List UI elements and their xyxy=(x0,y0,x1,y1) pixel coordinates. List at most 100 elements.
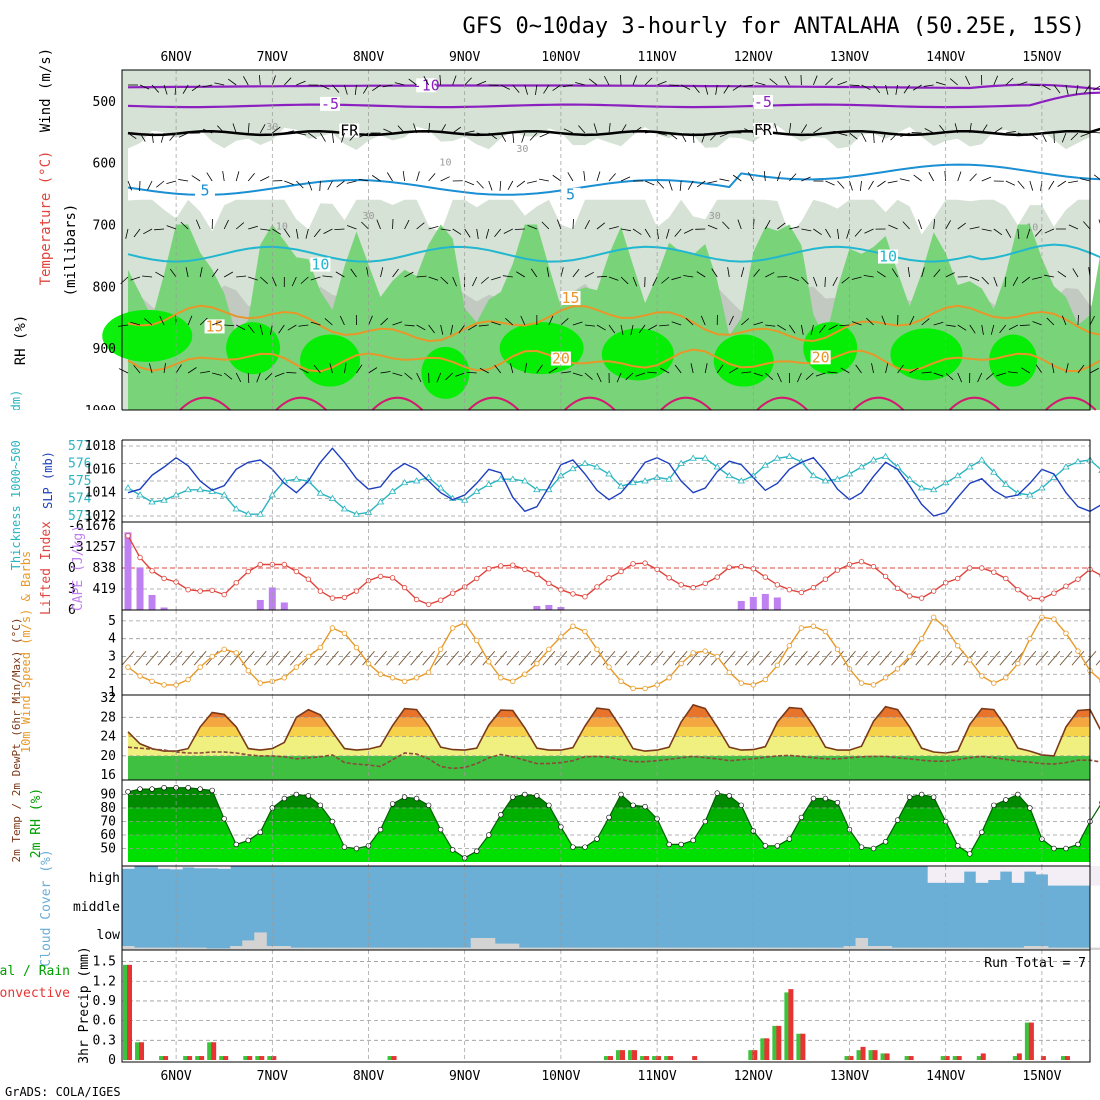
wind-barb xyxy=(319,180,321,192)
total-precip-bar xyxy=(616,1050,623,1060)
wind-speed-point xyxy=(437,646,444,653)
wind-speed-point xyxy=(810,623,817,629)
wind-speed-point xyxy=(149,678,155,685)
wind-speed-point xyxy=(786,643,793,649)
wind-barb xyxy=(909,367,919,374)
lifted-index-point xyxy=(870,563,877,570)
wind-speed-point xyxy=(510,678,516,685)
temp-tick: 24 xyxy=(100,730,116,745)
wind-barb xyxy=(909,315,915,326)
wind-barb xyxy=(885,363,889,374)
wind-barb xyxy=(933,269,941,278)
total-precip-bar xyxy=(664,1056,671,1060)
lifted-index-point xyxy=(666,575,672,581)
wind-barb xyxy=(827,371,838,374)
rh-point xyxy=(281,795,288,802)
x-tick-label-bottom: 15NOV xyxy=(1022,1069,1061,1084)
lifted-index-point xyxy=(546,580,552,587)
wind-barb xyxy=(392,321,403,326)
convective-precip-bar xyxy=(620,1050,626,1060)
wind-barb xyxy=(638,324,646,334)
wind-barb xyxy=(264,372,273,381)
high-cloud-bar xyxy=(951,866,965,883)
rh-point xyxy=(582,844,588,850)
wind-barb xyxy=(440,124,447,134)
total-precip-bar xyxy=(1024,1022,1031,1060)
wind-barb xyxy=(614,650,628,666)
wind-speed-point xyxy=(606,664,612,670)
rh-point xyxy=(221,816,227,822)
temp-contour-25 xyxy=(564,396,616,411)
contour-label: 30 xyxy=(362,211,374,222)
rh-saturated-blob xyxy=(890,328,963,381)
thickness-point xyxy=(978,456,986,463)
wind-barb xyxy=(680,132,687,142)
wind-barb xyxy=(259,124,266,134)
wind-barb xyxy=(758,650,772,666)
convective-precip-bar xyxy=(608,1056,613,1060)
thickness-point xyxy=(737,477,745,484)
lifted-index-point xyxy=(221,591,227,598)
lifted-index-point xyxy=(762,574,769,580)
rh-band xyxy=(128,787,1090,808)
wind-barb xyxy=(265,650,279,666)
wind-barb xyxy=(763,171,766,182)
li-tick: 6 xyxy=(68,603,76,618)
wind-barb xyxy=(684,228,694,234)
rh-point xyxy=(498,812,504,818)
wind-barb xyxy=(575,82,586,86)
temp-band xyxy=(128,704,1090,718)
wind-barb xyxy=(662,650,676,666)
low-cloud-bar xyxy=(590,947,604,950)
wind-barb xyxy=(494,228,502,238)
wind-barb xyxy=(1029,84,1040,87)
cape-tick: 1676 xyxy=(85,519,116,534)
wind-barb xyxy=(727,267,730,278)
thickness-point xyxy=(929,485,938,493)
rh-point xyxy=(894,817,901,823)
wind-speed-line xyxy=(127,616,1100,690)
wind-speed-point xyxy=(930,614,937,621)
wind-barb xyxy=(877,180,886,188)
wind-speed-point xyxy=(955,643,961,649)
wind-barb xyxy=(428,276,439,281)
cape-bar xyxy=(773,597,781,610)
wind-barb xyxy=(358,178,369,182)
low-cloud-bar xyxy=(326,947,339,950)
wind-barb xyxy=(206,172,213,182)
wind-barb xyxy=(1034,228,1043,237)
low-cloud-bar xyxy=(675,947,688,950)
convective-precip-bar xyxy=(1016,1053,1022,1060)
wind-barb xyxy=(1070,132,1079,141)
wind-barb xyxy=(744,128,754,134)
wind-barb xyxy=(644,228,651,238)
low-cloud-bar xyxy=(518,947,532,950)
wind-barb xyxy=(242,76,249,86)
wind-barb xyxy=(1077,314,1079,326)
ylabel-temperature: Temperature (°C) xyxy=(38,151,54,286)
wind-barb xyxy=(398,650,411,666)
wind-barb xyxy=(596,171,601,182)
wind-barb xyxy=(382,84,393,88)
wind-barb xyxy=(1019,324,1030,326)
wind-barb xyxy=(567,172,574,182)
wind-barb xyxy=(707,180,718,184)
rh-point xyxy=(918,791,925,798)
convective-precip-bar xyxy=(199,1056,205,1060)
wind-barb xyxy=(999,324,1007,334)
wind-barb xyxy=(993,276,998,287)
ylabel-cloud: Cloud Cover (%) xyxy=(39,849,54,966)
axes: 500 600 700 800 900 10 0 0 RH (%) Temperature (°C… xyxy=(0,48,1091,1084)
thickness-point xyxy=(521,477,529,484)
wind-barb xyxy=(704,84,709,95)
low-cloud-bar xyxy=(146,947,159,950)
rh-point xyxy=(353,845,360,852)
wind-barb xyxy=(671,276,682,281)
wind-barb xyxy=(907,267,911,278)
temp-band xyxy=(128,726,1090,737)
wind-barb xyxy=(704,363,708,374)
thickness-tick: 576 xyxy=(68,457,91,472)
wind-barb xyxy=(139,84,150,90)
gap-mask xyxy=(0,410,122,440)
wind-speed-point xyxy=(1027,635,1033,642)
